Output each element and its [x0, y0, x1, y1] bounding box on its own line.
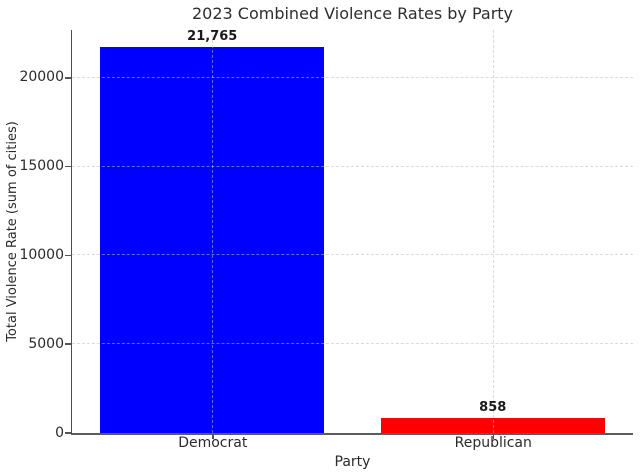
plot-area: 21,765 858	[71, 29, 633, 435]
x-axis-label: Party	[334, 454, 371, 470]
bar-democrat	[100, 46, 325, 433]
y-tick-mark	[65, 77, 71, 79]
y-tick-mark	[65, 343, 71, 345]
y-tick-label: 15000	[19, 158, 64, 175]
y-tick-mark	[65, 165, 71, 168]
bar-republican	[380, 417, 605, 433]
x-tick-mark	[212, 435, 214, 439]
chart-title: 2023 Combined Violence Rates by Party	[191, 4, 514, 23]
y-tick-mark	[65, 432, 71, 434]
y-tick-mark	[65, 254, 71, 257]
x-tick-label: Democrat	[178, 435, 248, 451]
x-tick-mark	[492, 435, 494, 439]
y-tick-label: 20000	[19, 69, 64, 86]
y-axis-label: Total Violence Rate (sum of cities)	[5, 121, 20, 342]
bars-layer	[72, 30, 633, 433]
x-tick-label: Republican	[454, 435, 532, 451]
y-tick-label: 5000	[28, 335, 64, 352]
y-tick-label: 0	[55, 424, 64, 441]
y-tick-label: 10000	[19, 246, 64, 263]
